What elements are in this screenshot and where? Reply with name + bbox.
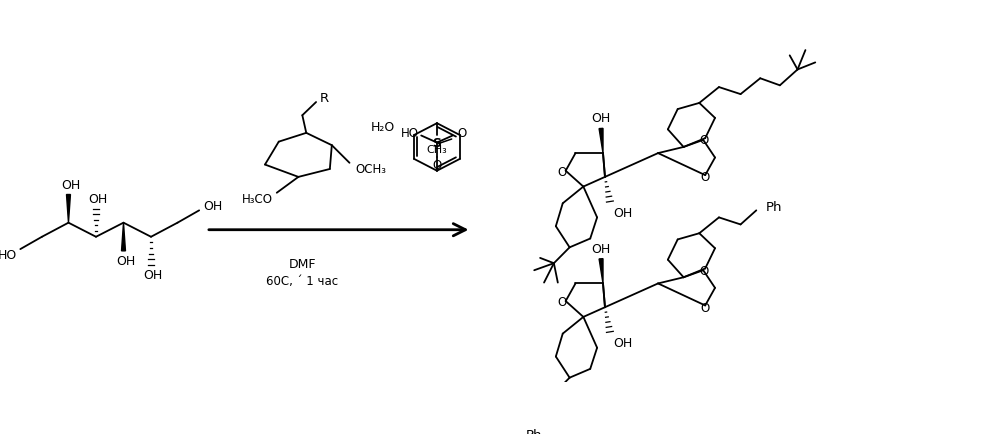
Polygon shape: [599, 259, 603, 284]
Text: O: O: [557, 296, 566, 309]
Text: OH: OH: [143, 269, 163, 282]
Text: H₂O: H₂O: [371, 121, 395, 134]
Text: HO: HO: [401, 127, 419, 140]
Text: O: O: [699, 134, 709, 147]
Text: Ph: Ph: [526, 427, 542, 434]
Text: O: O: [700, 301, 710, 314]
Text: OH: OH: [591, 242, 610, 255]
Text: CH₃: CH₃: [427, 145, 448, 155]
Text: OH: OH: [613, 336, 632, 349]
Text: S: S: [433, 137, 442, 150]
Polygon shape: [67, 195, 71, 223]
Polygon shape: [122, 223, 126, 251]
Text: O: O: [457, 127, 467, 140]
Text: R: R: [320, 92, 329, 105]
Text: Ph: Ph: [765, 201, 782, 214]
Text: HO: HO: [0, 248, 17, 261]
Text: H₃CO: H₃CO: [242, 193, 273, 206]
Text: DMF: DMF: [289, 257, 316, 270]
Text: OH: OH: [116, 254, 135, 267]
Text: O: O: [557, 166, 566, 179]
Text: OH: OH: [203, 199, 223, 212]
Text: 60C, ´ 1 час: 60C, ´ 1 час: [267, 275, 339, 288]
Text: OH: OH: [613, 206, 632, 219]
Text: O: O: [433, 159, 442, 172]
Text: O: O: [700, 171, 710, 184]
Text: OH: OH: [591, 112, 610, 125]
Text: OH: OH: [61, 179, 80, 192]
Polygon shape: [599, 129, 603, 154]
Text: OH: OH: [88, 193, 108, 206]
Text: OCH₃: OCH₃: [356, 162, 387, 175]
Text: O: O: [699, 264, 709, 277]
